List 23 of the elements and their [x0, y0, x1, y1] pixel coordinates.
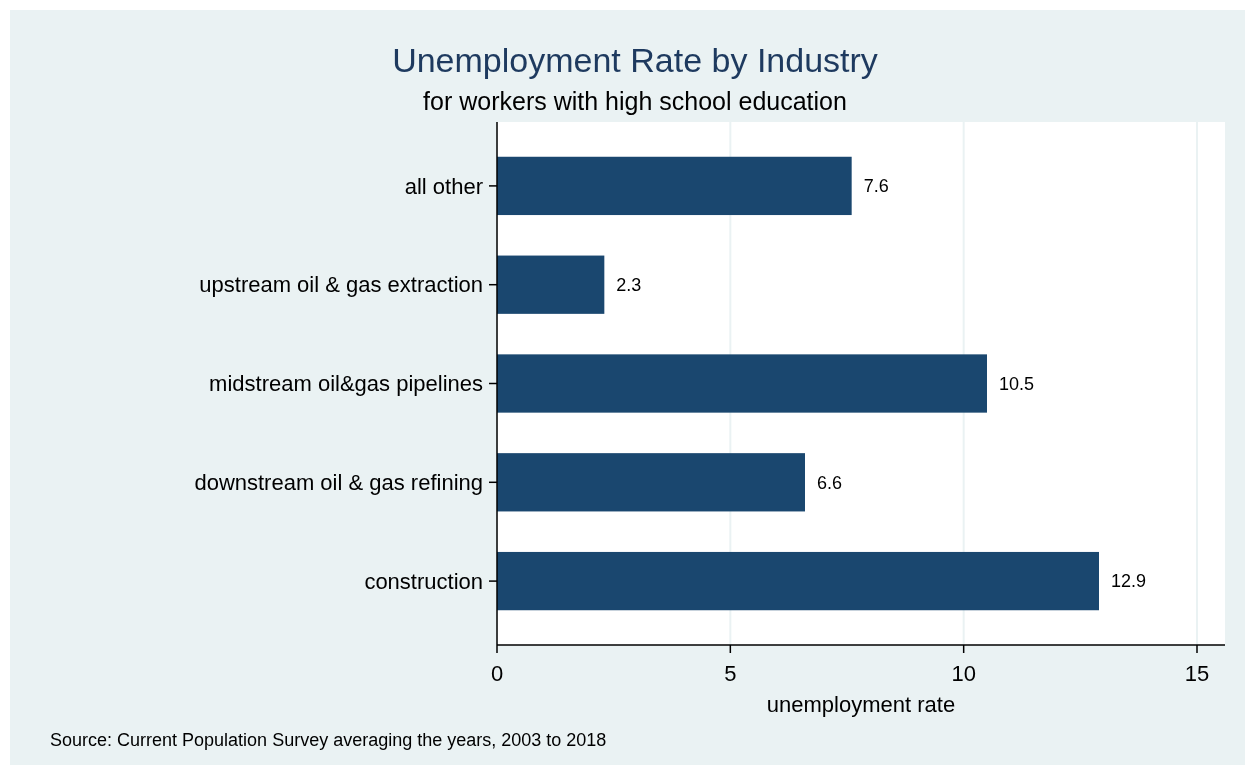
chart-title: Unemployment Rate by Industry: [392, 41, 878, 79]
y-tick-label: all other: [404, 173, 483, 199]
data-label: 2.3: [616, 275, 642, 295]
y-tick-label: midstream oil&gas pipelines: [209, 371, 483, 397]
data-label: 12.9: [1111, 571, 1147, 592]
bar: [497, 156, 852, 216]
bar: [497, 354, 987, 413]
x-tick-label: 5: [724, 661, 737, 686]
bar: [497, 255, 605, 314]
data-label: 6.6: [817, 472, 843, 493]
x-axis-title: unemployment rate: [766, 692, 956, 717]
bar: [497, 453, 805, 512]
bar: [497, 551, 1099, 611]
data-label: 10.5: [999, 373, 1035, 394]
data-label: 7.6: [863, 176, 889, 197]
y-tick-label: upstream oil & gas extraction: [199, 272, 483, 298]
x-tick-label: 0: [490, 661, 504, 686]
x-tick-label: 15: [1184, 661, 1210, 686]
y-tick-label: construction: [364, 568, 483, 594]
chart-subtitle: for workers with high school education: [423, 87, 847, 115]
x-tick-label: 10: [951, 661, 976, 686]
source-note: Source: Current Population Survey averaging the years, 2003 to 2018: [50, 730, 607, 750]
y-tick-label: downstream oil & gas refining: [194, 470, 483, 495]
